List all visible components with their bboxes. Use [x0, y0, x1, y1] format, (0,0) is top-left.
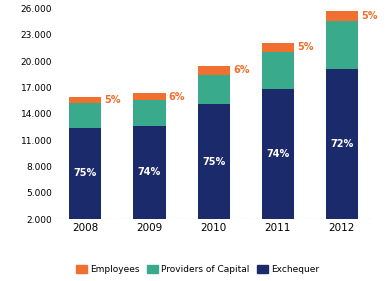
- Bar: [262, 43, 294, 51]
- Bar: [133, 100, 165, 126]
- Bar: [262, 89, 294, 219]
- Text: 75%: 75%: [74, 168, 97, 178]
- Text: 20%: 20%: [138, 108, 161, 118]
- Bar: [133, 93, 165, 100]
- Text: 20%: 20%: [74, 110, 97, 121]
- Text: 75%: 75%: [202, 157, 225, 167]
- Text: 19%: 19%: [202, 84, 225, 94]
- Text: 5%: 5%: [297, 42, 314, 52]
- Bar: [69, 97, 102, 103]
- Bar: [198, 65, 230, 75]
- Text: 6%: 6%: [233, 65, 249, 75]
- Text: 72%: 72%: [330, 139, 354, 149]
- Bar: [326, 69, 358, 219]
- Text: 74%: 74%: [138, 167, 161, 177]
- Bar: [198, 75, 230, 104]
- Bar: [69, 128, 102, 219]
- Bar: [326, 11, 358, 21]
- Text: 21%: 21%: [266, 65, 289, 75]
- Text: 5%: 5%: [361, 11, 377, 21]
- Bar: [326, 21, 358, 69]
- Text: 74%: 74%: [266, 149, 289, 159]
- Text: 6%: 6%: [169, 92, 185, 101]
- Legend: Employees, Providers of Capital, Exchequer: Employees, Providers of Capital, Exchequ…: [72, 262, 323, 278]
- Bar: [69, 103, 102, 128]
- Text: 23%: 23%: [330, 40, 354, 50]
- Bar: [133, 126, 165, 219]
- Bar: [198, 104, 230, 219]
- Bar: [262, 51, 294, 89]
- Text: 5%: 5%: [105, 95, 121, 105]
